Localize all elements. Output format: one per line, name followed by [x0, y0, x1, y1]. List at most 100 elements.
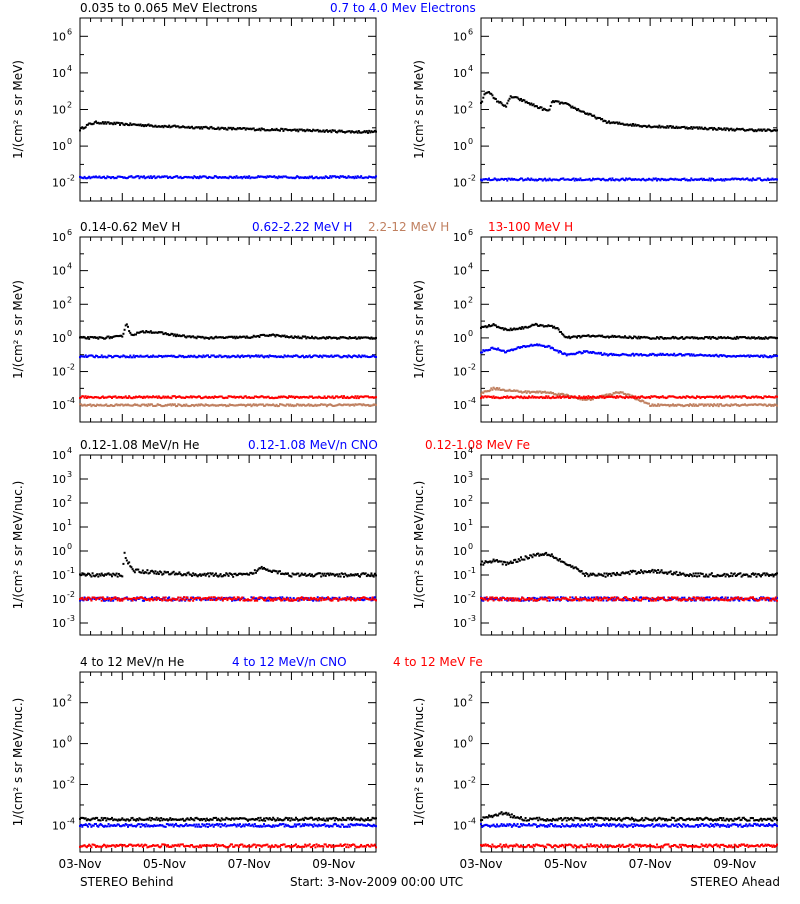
data-point — [520, 556, 522, 558]
data-point — [615, 397, 617, 399]
data-point — [357, 573, 359, 575]
y-tick-exponent: -4 — [468, 396, 476, 405]
data-point — [624, 179, 626, 181]
data-point — [698, 575, 700, 577]
y-tick-label: 10 — [52, 521, 66, 534]
data-point — [309, 599, 311, 601]
data-point — [241, 596, 243, 598]
y-tick-exponent: 4 — [468, 262, 473, 271]
data-point — [186, 597, 188, 599]
data-point — [100, 597, 102, 599]
data-point — [776, 396, 778, 398]
data-point — [603, 572, 605, 574]
data-point — [298, 599, 300, 601]
data-point — [341, 395, 343, 397]
data-point — [537, 553, 539, 555]
data-point — [128, 561, 130, 563]
data-point — [480, 563, 482, 565]
y-tick-label: 10 — [52, 497, 66, 510]
data-point — [311, 574, 313, 576]
data-point — [116, 573, 118, 575]
data-point — [648, 403, 650, 405]
y-tick-exponent: 4 — [67, 446, 72, 455]
data-point — [723, 127, 725, 129]
data-point — [552, 599, 554, 601]
y-tick-exponent: 0 — [67, 329, 72, 338]
data-point — [328, 574, 330, 576]
data-point — [746, 574, 748, 576]
data-point — [691, 575, 693, 577]
data-point — [92, 572, 94, 574]
data-point — [491, 94, 493, 96]
data-point — [631, 125, 633, 127]
y-tick-exponent: 3 — [67, 470, 72, 479]
data-point — [121, 336, 123, 338]
y-axis-label: 1/(cm² s sr MeV/nuc.) — [11, 481, 25, 610]
data-point — [279, 130, 281, 132]
data-point — [729, 575, 731, 577]
data-point — [320, 599, 322, 601]
data-point — [375, 131, 377, 133]
data-point — [710, 179, 712, 181]
data-point — [174, 333, 176, 335]
y-tick-label: 10 — [52, 104, 66, 117]
data-point — [85, 395, 87, 397]
plot-frame — [80, 18, 376, 201]
y-tick-exponent: 2 — [67, 295, 72, 304]
data-point — [216, 599, 218, 601]
data-point — [534, 597, 536, 599]
data-point — [601, 118, 603, 120]
data-point — [145, 572, 147, 574]
data-point — [178, 599, 180, 601]
data-point — [118, 122, 120, 124]
data-point — [304, 335, 306, 337]
data-point — [170, 600, 172, 602]
data-point — [489, 349, 491, 351]
y-tick-label: 10 — [453, 332, 467, 345]
y-tick-label: 10 — [453, 497, 467, 510]
data-point — [541, 107, 543, 109]
y-tick-exponent: 2 — [468, 494, 473, 503]
data-point — [577, 397, 579, 399]
y-tick-label: 10 — [453, 545, 467, 558]
data-point — [303, 599, 305, 601]
data-point — [248, 574, 250, 576]
data-point — [608, 120, 610, 122]
data-point — [141, 572, 143, 574]
series-0 — [480, 552, 778, 578]
data-point — [337, 575, 339, 577]
data-point — [512, 562, 514, 564]
data-point — [498, 387, 500, 389]
data-point — [519, 560, 521, 562]
data-point — [581, 570, 583, 572]
data-point — [584, 575, 586, 577]
data-point — [160, 571, 162, 573]
y-tick-exponent: 1 — [67, 518, 72, 527]
data-point — [517, 561, 519, 563]
y-tick-label: 10 — [453, 298, 467, 311]
y-tick-exponent: -2 — [468, 363, 476, 372]
panel-title-part: 0.62-2.22 MeV H — [252, 220, 352, 234]
y-tick-label: 10 — [52, 569, 66, 582]
data-point — [226, 129, 228, 131]
data-point — [132, 356, 134, 358]
data-point — [721, 596, 723, 598]
y-tick-exponent: -3 — [67, 614, 75, 623]
data-point — [670, 570, 672, 572]
data-point — [208, 596, 210, 598]
data-point — [359, 599, 361, 601]
data-point — [342, 573, 344, 575]
data-point — [491, 560, 493, 562]
data-point — [506, 180, 508, 182]
data-point — [375, 175, 377, 177]
data-point — [287, 572, 289, 574]
data-point — [311, 175, 313, 177]
data-point — [375, 599, 377, 601]
data-point — [375, 396, 377, 398]
data-point — [258, 336, 260, 338]
y-tick-exponent: 2 — [468, 101, 473, 110]
data-point — [225, 597, 227, 599]
y-tick-label: 10 — [52, 473, 66, 486]
data-point — [137, 569, 139, 571]
